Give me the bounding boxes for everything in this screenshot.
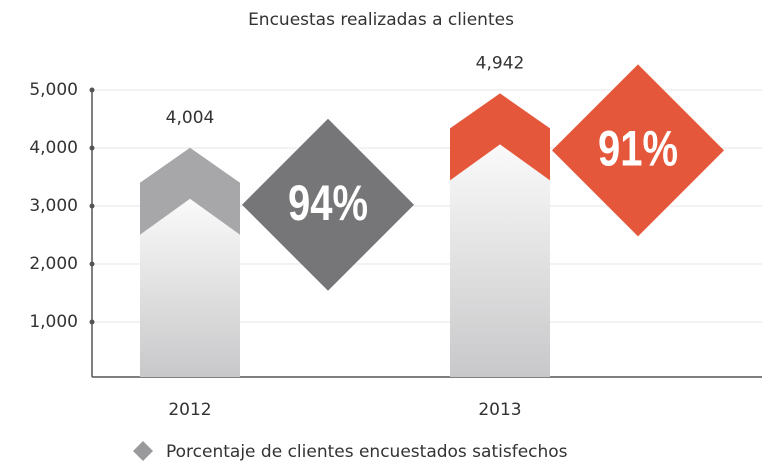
x-tick-label: 2012 xyxy=(168,400,211,420)
chart-title: Encuestas realizadas a clientes xyxy=(248,10,514,30)
y-tick-label: 4,000 xyxy=(29,138,78,158)
bar-head xyxy=(140,147,240,235)
y-tick-label: 3,000 xyxy=(29,196,78,216)
percentage-diamond xyxy=(552,64,724,237)
bar-body xyxy=(140,198,240,377)
percentage-label: 94% xyxy=(288,175,368,231)
percentage-diamond xyxy=(242,118,414,291)
y-tick-label: 1,000 xyxy=(29,312,78,332)
bar-body xyxy=(450,144,550,377)
y-tick-label: 5,000 xyxy=(29,80,78,100)
percentage-label: 91% xyxy=(598,120,678,176)
value-label: 4,004 xyxy=(166,108,215,128)
legend-marker xyxy=(133,441,153,461)
bar-head xyxy=(450,93,550,181)
legend-label: Porcentaje de clientes encuestados satis… xyxy=(166,442,568,462)
y-tick-label: 2,000 xyxy=(29,254,78,274)
value-label: 4,942 xyxy=(476,53,525,73)
x-tick-label: 2013 xyxy=(478,400,521,420)
